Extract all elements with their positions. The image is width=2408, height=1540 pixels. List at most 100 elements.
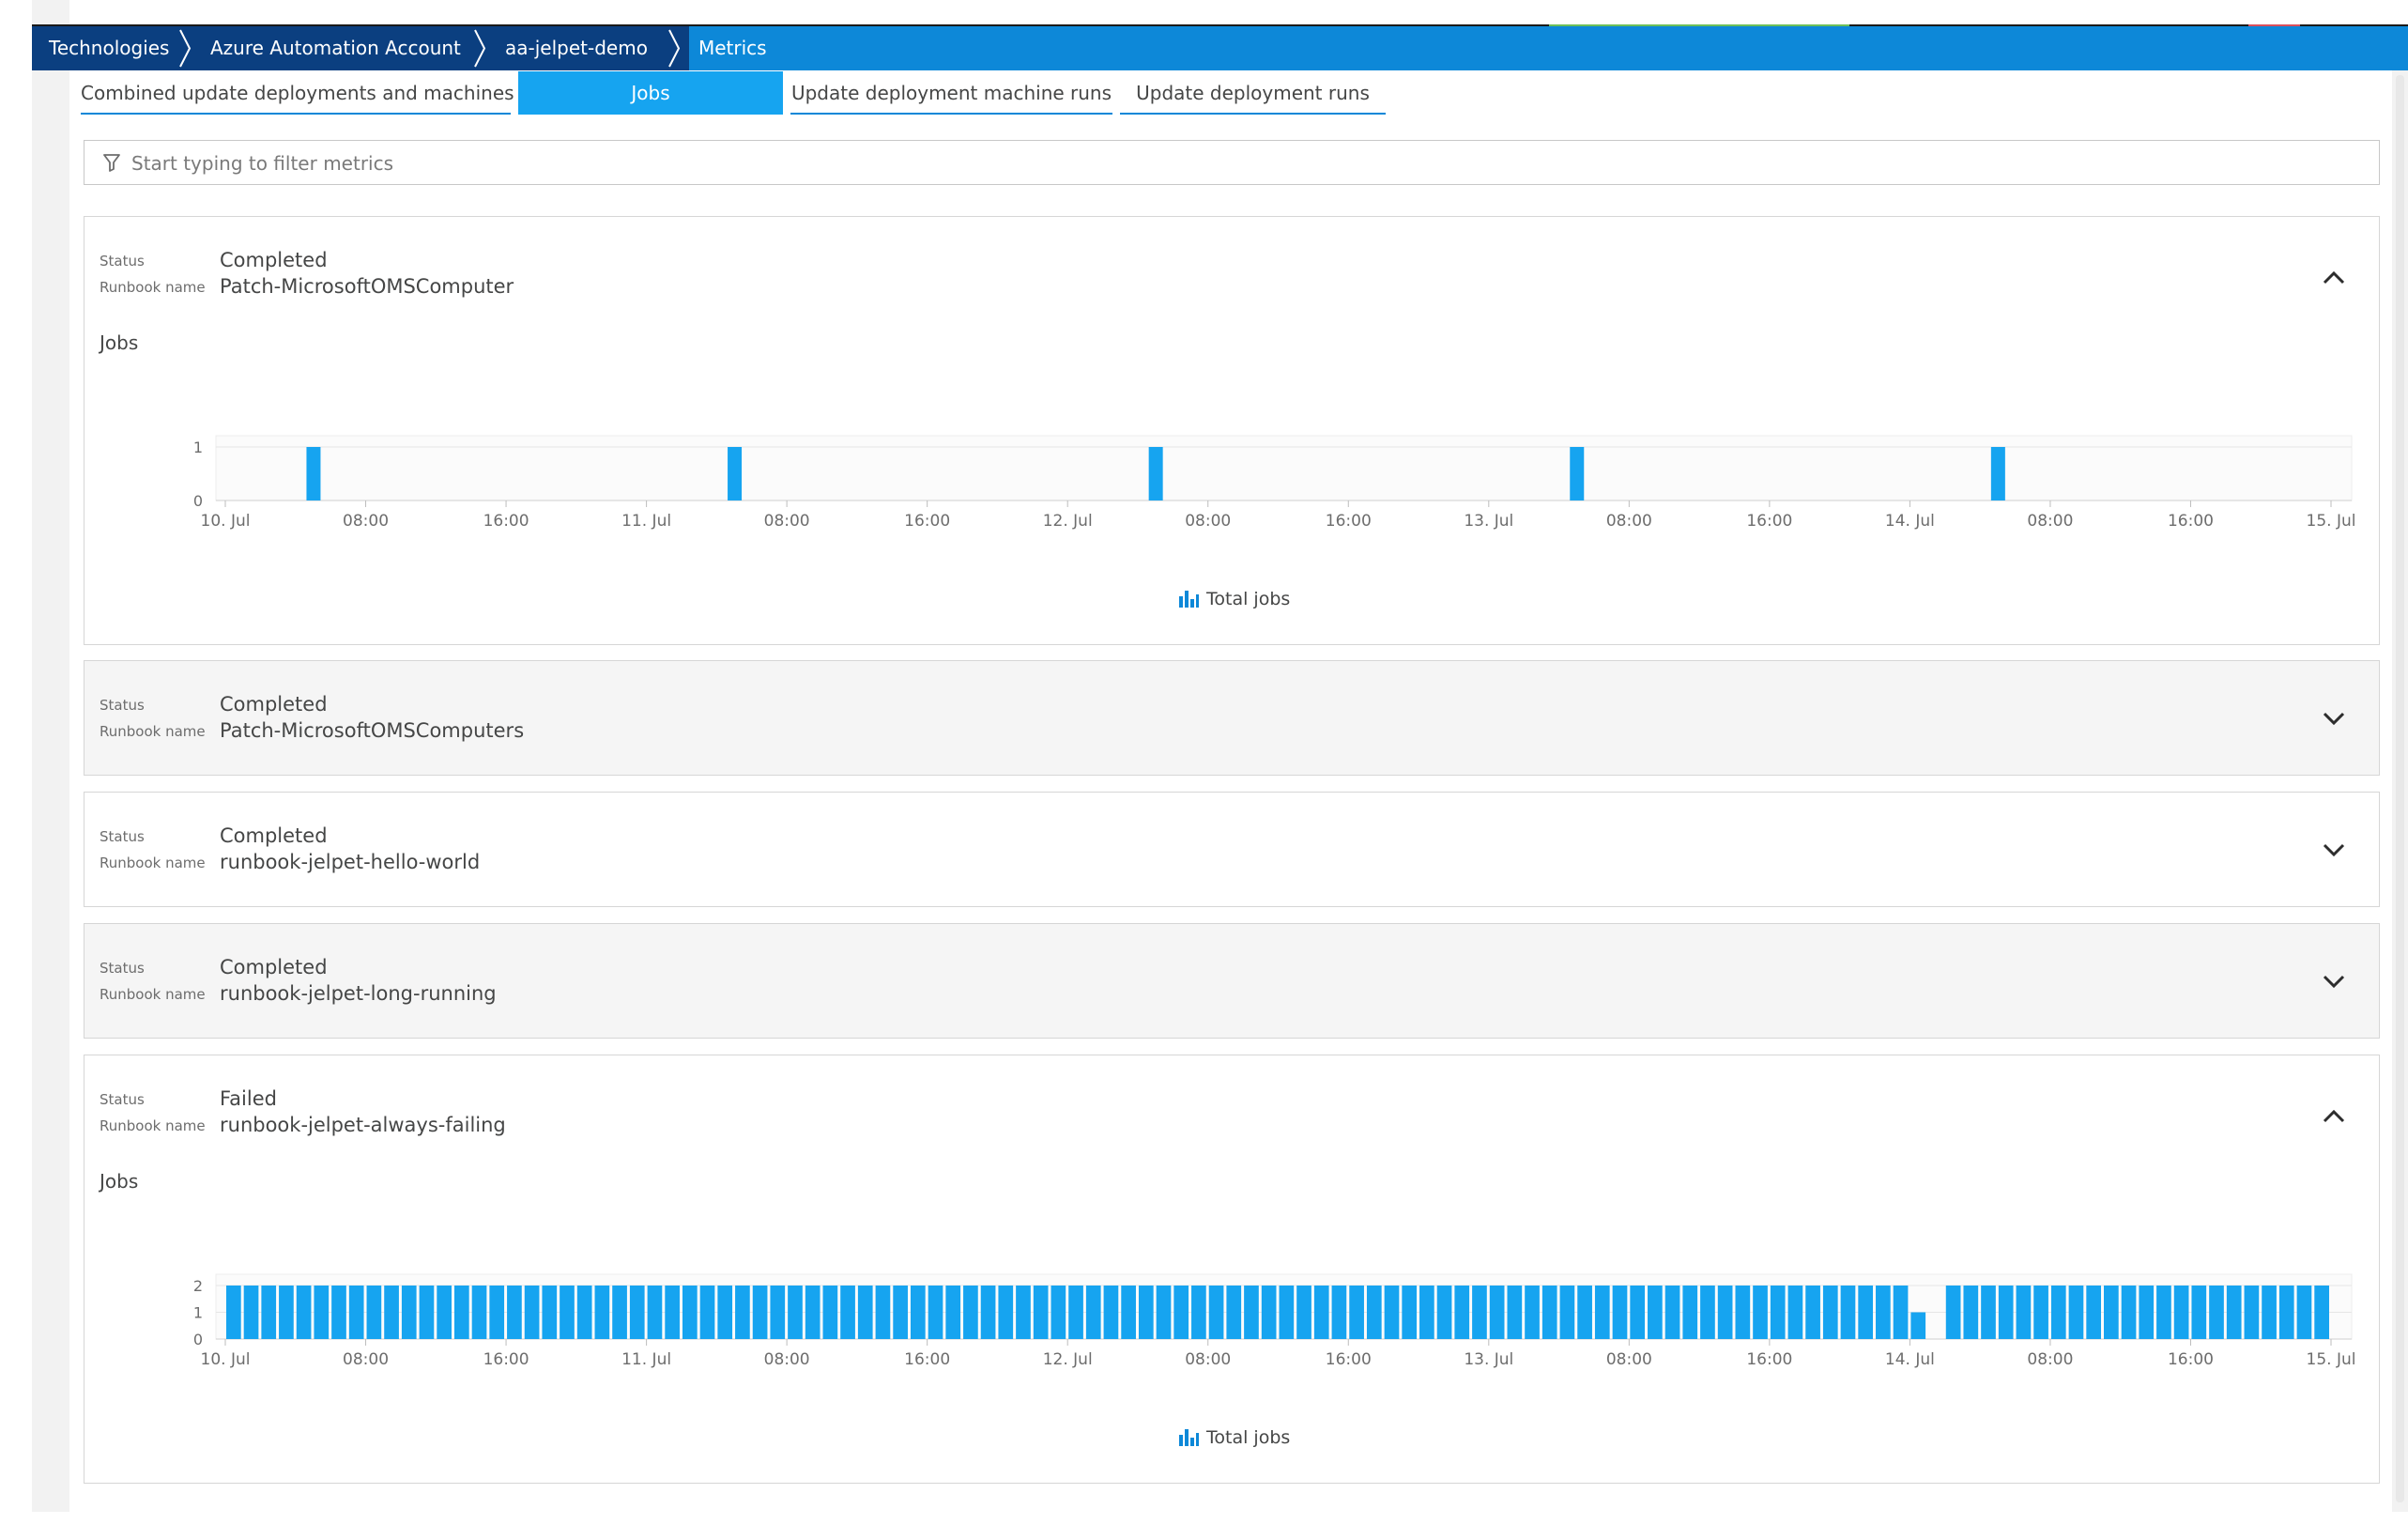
breadcrumb-item-aa-jelpet-demo[interactable]: aa-jelpet-demo xyxy=(505,37,648,59)
bar-chart-icon xyxy=(1179,1429,1199,1446)
bar xyxy=(1296,1286,1311,1339)
bar xyxy=(1893,1286,1909,1339)
bar xyxy=(1876,1286,1891,1339)
x-tick-label: 08:00 xyxy=(764,1350,810,1369)
x-tick-label: 08:00 xyxy=(2027,1350,2073,1369)
tab-label: Update deployment machine runs xyxy=(790,82,1112,104)
bar xyxy=(1525,1286,1540,1339)
bar xyxy=(1016,1286,1031,1339)
metric-panel-2[interactable]: Status Completed Runbook name Patch-Micr… xyxy=(84,660,2380,776)
bar xyxy=(1998,1286,2014,1339)
bar xyxy=(2016,1286,2032,1339)
bar xyxy=(1191,1286,1206,1339)
bar xyxy=(1103,1286,1119,1339)
scrollbar[interactable] xyxy=(2396,75,2404,1502)
y-tick-label: 0 xyxy=(193,1331,203,1348)
collapse-chevron-up-icon[interactable] xyxy=(2321,270,2347,286)
bar xyxy=(1402,1286,1418,1339)
x-tick-label: 16:00 xyxy=(904,1350,950,1369)
x-tick-label: 16:00 xyxy=(1746,512,1792,531)
bar xyxy=(1148,447,1163,500)
bottom-band xyxy=(32,1512,2408,1540)
tab-jobs[interactable]: Jobs xyxy=(518,71,783,115)
bar xyxy=(875,1286,891,1339)
bar xyxy=(384,1286,399,1339)
tab-label: Jobs xyxy=(631,82,670,104)
runbook-value: runbook-jelpet-hello-world xyxy=(220,851,481,873)
plot-area xyxy=(215,435,2353,501)
breadcrumb-item-azure-automation-account[interactable]: Azure Automation Account xyxy=(210,37,461,59)
x-tick-label: 08:00 xyxy=(1606,512,1652,531)
bar xyxy=(1121,1286,1136,1339)
status-label: Status xyxy=(100,253,145,270)
x-tick-label: 16:00 xyxy=(2168,1350,2214,1369)
metric-panel-4[interactable]: Status Completed Runbook name runbook-je… xyxy=(84,923,2380,1039)
status-value: Completed xyxy=(220,956,328,978)
tab-combined-update-deployments[interactable]: Combined update deployments and machines xyxy=(81,71,514,115)
runbook-value: Patch-MicrosoftOMSComputers xyxy=(220,719,525,742)
chart-title: Jobs xyxy=(100,331,139,354)
top-divider xyxy=(32,24,2408,26)
collapse-chevron-up-icon[interactable] xyxy=(2321,1108,2347,1125)
chart-legend[interactable]: Total jobs xyxy=(1178,589,1290,609)
tab-label: Combined update deployments and machines xyxy=(81,82,514,104)
breadcrumb-item-technologies[interactable]: Technologies xyxy=(49,37,170,59)
top-accent-red xyxy=(2248,24,2300,27)
bar xyxy=(1366,1286,1382,1339)
bar xyxy=(1559,1286,1575,1339)
bar xyxy=(296,1286,312,1339)
bar xyxy=(1570,447,1585,500)
bar xyxy=(980,1286,996,1339)
bar xyxy=(453,1286,469,1339)
bar xyxy=(2033,1286,2048,1339)
bar xyxy=(306,447,321,500)
bar xyxy=(366,1286,382,1339)
bar xyxy=(612,1286,627,1339)
bar xyxy=(2086,1286,2102,1339)
bar xyxy=(1033,1286,1049,1339)
bar xyxy=(893,1286,908,1339)
breadcrumb-separator-icon xyxy=(668,29,681,68)
bar xyxy=(331,1286,346,1339)
bar xyxy=(2156,1286,2171,1339)
bar xyxy=(1313,1286,1329,1339)
bar xyxy=(1384,1286,1400,1339)
bar xyxy=(1630,1286,1646,1339)
bar xyxy=(2121,1286,2137,1339)
bar xyxy=(261,1286,277,1339)
breadcrumb-item-metrics[interactable]: Metrics xyxy=(698,37,767,59)
bar xyxy=(348,1286,364,1339)
filter-metrics-input[interactable]: Start typing to filter metrics xyxy=(84,140,2380,185)
runbook-value: Patch-MicrosoftOMSComputer xyxy=(220,275,514,298)
expand-chevron-down-icon[interactable] xyxy=(2321,841,2347,858)
metric-panel-3[interactable]: Status Completed Runbook name runbook-je… xyxy=(84,792,2380,907)
bar xyxy=(752,1286,768,1339)
bar xyxy=(2068,1286,2084,1339)
bar xyxy=(401,1286,417,1339)
x-tick-label: 08:00 xyxy=(2027,512,2073,531)
chart-legend[interactable]: Total jobs xyxy=(1178,1427,1290,1448)
bar xyxy=(945,1286,961,1339)
expand-chevron-down-icon[interactable] xyxy=(2321,973,2347,990)
bar xyxy=(560,1286,575,1339)
bar xyxy=(788,1286,803,1339)
legend-label: Total jobs xyxy=(1206,589,1291,609)
tab-update-deployment-machine-runs[interactable]: Update deployment machine runs xyxy=(790,71,1112,115)
bar xyxy=(1279,1286,1295,1339)
bar xyxy=(1349,1286,1364,1339)
tab-update-deployment-runs[interactable]: Update deployment runs xyxy=(1120,71,1386,115)
status-label: Status xyxy=(100,1091,145,1108)
bar xyxy=(542,1286,558,1339)
tab-underline xyxy=(1120,113,1386,115)
bar xyxy=(226,1286,241,1339)
runbook-label: Runbook name xyxy=(100,855,206,871)
bar xyxy=(1138,1286,1154,1339)
bar xyxy=(1717,1286,1733,1339)
bar xyxy=(1208,1286,1224,1339)
legend-label: Total jobs xyxy=(1206,1427,1291,1448)
bar xyxy=(1770,1286,1786,1339)
status-value: Failed xyxy=(220,1087,277,1110)
metric-panel-1: Status Completed Runbook name Patch-Micr… xyxy=(84,216,2380,645)
bar xyxy=(665,1286,680,1339)
expand-chevron-down-icon[interactable] xyxy=(2321,710,2347,727)
